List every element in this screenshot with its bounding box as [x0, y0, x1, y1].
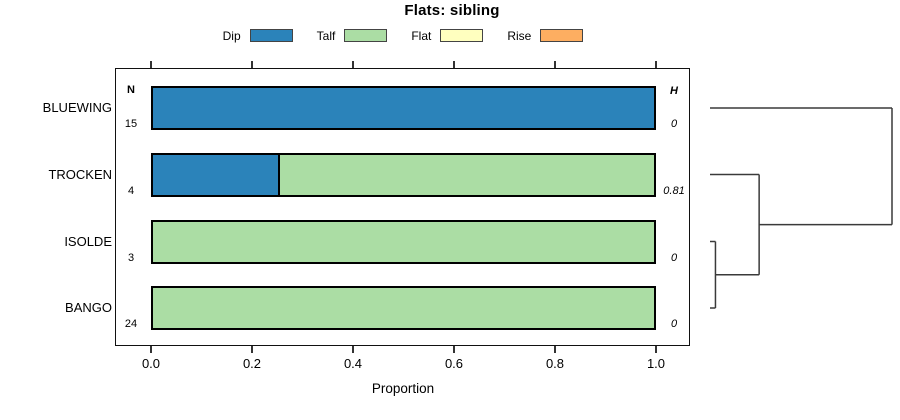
bar-segment-dip: [153, 154, 279, 195]
h-value: 0: [670, 118, 678, 130]
legend-item-rise: Rise: [507, 28, 584, 43]
legend-item-talf: Talf: [317, 29, 388, 43]
category-label-trocken: TROCKEN: [48, 166, 112, 182]
legend-label: Dip: [222, 28, 241, 43]
legend-swatch: [344, 29, 388, 42]
bar-segment-dip: [153, 88, 654, 128]
legend-swatch: [540, 29, 584, 42]
tick-bottom: [655, 346, 657, 353]
category-label-bango: BANGO: [65, 300, 112, 315]
bar-segment-talf: [153, 288, 654, 328]
dendrogram-links: [710, 107, 893, 309]
h-column-header: H: [670, 85, 678, 97]
tick-top: [251, 61, 253, 68]
legend-label: Flat: [411, 28, 432, 43]
x-tick-label: 0.4: [343, 356, 363, 371]
h-value: 0.81: [663, 184, 685, 197]
tick-bottom: [251, 346, 253, 353]
h-value: 0: [670, 318, 678, 330]
h-value: 0: [670, 251, 678, 264]
legend-swatch: [440, 29, 484, 42]
tick-bottom: [352, 346, 354, 353]
n-value: 4: [127, 184, 135, 197]
n-value: 24: [124, 318, 138, 330]
legend-swatch: [249, 29, 293, 42]
x-tick-label: 0.0: [141, 356, 161, 371]
x-tick-label: 1.0: [646, 356, 666, 371]
n-column-header: N: [127, 84, 135, 96]
tick-bottom: [453, 346, 455, 353]
tick-bottom: [554, 346, 556, 353]
n-value: 15: [124, 118, 138, 130]
tick-bottom: [150, 346, 152, 353]
x-tick-label: 0.6: [444, 356, 464, 371]
legend-item-flat: Flat: [411, 28, 484, 43]
bar-bluewing: [151, 86, 656, 130]
category-label-bluewing: BLUEWING: [42, 100, 112, 115]
x-axis-title: Proportion: [371, 381, 435, 396]
bar-segment-talf: [278, 154, 654, 195]
category-label-isolde: ISOLDE: [64, 233, 112, 249]
tick-top: [352, 61, 354, 68]
tick-top: [453, 61, 455, 68]
bar-trocken: [151, 152, 656, 197]
tick-top: [554, 61, 556, 68]
legend: Dip Talf Flat Rise: [210, 27, 596, 44]
x-tick-label: 0.8: [545, 356, 565, 371]
x-tick-label: 0.2: [242, 356, 262, 371]
legend-item-dip: Dip: [223, 29, 293, 43]
bar-segment-talf: [153, 221, 654, 262]
bar-isolde: [151, 219, 656, 264]
chart-title: Flats: sibling: [404, 2, 500, 19]
tick-top: [655, 61, 657, 68]
legend-label: Talf: [316, 28, 336, 43]
tick-top: [150, 61, 152, 68]
n-value: 3: [127, 251, 135, 264]
bar-bango: [151, 286, 656, 330]
legend-label: Rise: [507, 28, 532, 43]
